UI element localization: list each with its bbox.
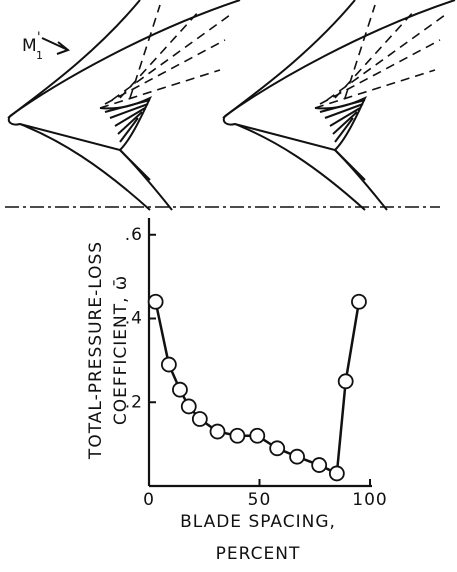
marker: [269, 440, 286, 457]
marker: [191, 411, 208, 427]
marker: [311, 457, 328, 473]
marker: [147, 293, 164, 310]
y-tick-label: .4: [125, 309, 143, 329]
x-axis-label: BLADE SPACING,: [180, 512, 336, 532]
y-tick-label: .2: [125, 392, 143, 412]
marker: [249, 427, 266, 444]
mach-label: M: [22, 36, 38, 56]
mach-prime: ': [37, 31, 42, 46]
marker: [209, 423, 226, 440]
blade-diagram: M 1 ': [5, 0, 456, 211]
y-axis-label: TOTAL-PRESSURE-LOSS: [86, 241, 106, 460]
marker: [160, 356, 177, 373]
x-tick-label: 0: [143, 490, 155, 510]
y-axis-label: COEFFICIENT, ω̄: [111, 275, 131, 425]
y-tick-label: .6: [125, 225, 143, 245]
marker: [351, 293, 367, 310]
marker: [289, 448, 305, 465]
x-tick-label: 100: [352, 490, 387, 510]
marker: [337, 373, 354, 390]
marker: [172, 381, 188, 398]
x-tick-label: 50: [248, 490, 272, 510]
marker: [328, 465, 345, 482]
mach-subscript: 1: [36, 49, 44, 62]
x-axis-label: PERCENT: [216, 544, 301, 564]
marker: [180, 398, 197, 415]
marker: [229, 427, 246, 444]
